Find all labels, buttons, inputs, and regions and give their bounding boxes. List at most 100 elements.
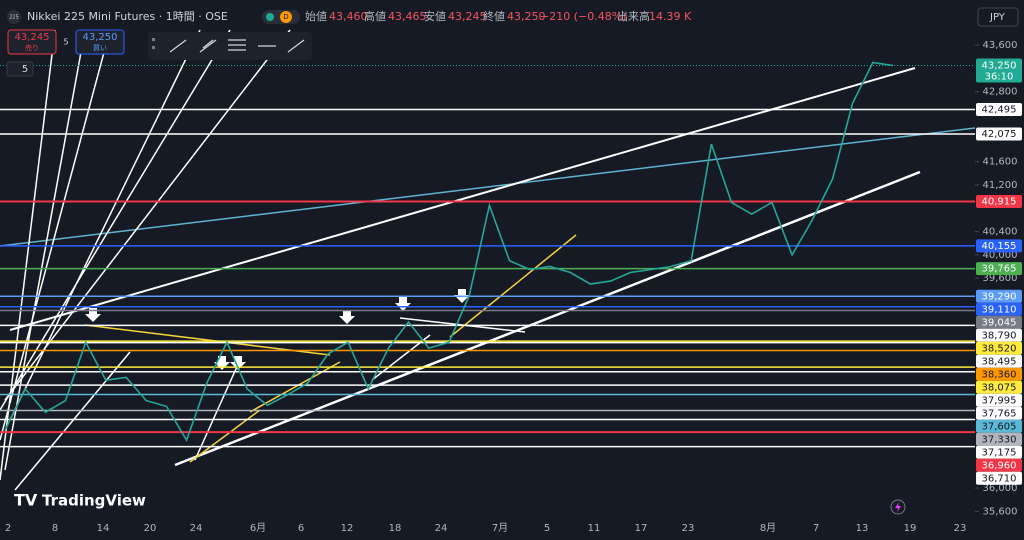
- buy-button[interactable]: [75, 29, 125, 55]
- level-label-bg: [976, 195, 1022, 209]
- x-tick-label: 18: [389, 523, 402, 534]
- y-tick-label: 41,200: [983, 180, 1018, 191]
- level-label-bg: [976, 419, 1022, 433]
- x-tick-label: 14: [97, 523, 110, 534]
- y-tick-label: 40,000: [983, 250, 1018, 261]
- toolbar-icons: [152, 38, 305, 53]
- ohlc-label: 始値: [305, 9, 327, 23]
- y-tick-label: 42,800: [983, 87, 1018, 98]
- ohlc-value: 43,250: [507, 10, 546, 23]
- ohlc-label: 高値: [364, 9, 386, 23]
- level-label: 37,175: [982, 447, 1017, 458]
- x-tick-label: 7: [813, 523, 819, 534]
- y-tick-label: 36,000: [983, 483, 1018, 494]
- x-tick-label: 8: [52, 523, 58, 534]
- symbol-title[interactable]: Nikkei 225 Mini Futures · 1時間 · OSE: [27, 10, 228, 23]
- logo: TradingView: [42, 492, 146, 510]
- level-label: 37,995: [982, 395, 1017, 406]
- ohlc-value: 43,245: [448, 10, 487, 23]
- level-label: 37,765: [982, 408, 1017, 419]
- level-label-bg: [976, 458, 1022, 472]
- sell-price: 43,245: [15, 32, 50, 43]
- level-label-bg: [976, 354, 1022, 368]
- plot: [0, 61, 975, 448]
- x-tick-label: 8月: [760, 522, 776, 534]
- y-tick-label: 41,600: [983, 157, 1018, 168]
- last-price-label: 43,250: [982, 60, 1017, 71]
- indicator-count: 5: [22, 64, 28, 75]
- y-tick-label: 35,600: [983, 506, 1018, 517]
- level-label-bg: [976, 393, 1022, 407]
- x-tick-label: 13: [856, 523, 869, 534]
- level-label: 38,075: [982, 382, 1017, 393]
- alert-bolt: [895, 502, 901, 512]
- indicator-toggle[interactable]: [6, 61, 34, 77]
- level-label-bg: [976, 289, 1022, 303]
- level-label: 40,155: [982, 241, 1017, 252]
- level-label: 38,520: [982, 343, 1017, 354]
- level-label: 42,495: [982, 104, 1017, 115]
- x-tick-label: 23: [682, 523, 695, 534]
- status-badge: [280, 11, 292, 23]
- x-tick-label: 6月: [250, 522, 266, 534]
- x-tick-label: 20: [144, 523, 157, 534]
- x-tick-label: 2: [5, 523, 11, 534]
- x-tick-label: 17: [635, 523, 648, 534]
- status-dot: [266, 13, 274, 21]
- level-label-bg: [976, 239, 1022, 253]
- level-label-bg: [976, 432, 1022, 446]
- symbol-badge: 225: [9, 15, 19, 21]
- change: −210 (−0.48%): [540, 10, 626, 23]
- level-label-bg: [976, 262, 1022, 276]
- drawing-toolbar[interactable]: [148, 32, 312, 60]
- alert-icon[interactable]: [890, 499, 906, 515]
- level-label: 39,290: [982, 291, 1017, 302]
- level-label: 38,360: [982, 369, 1017, 380]
- level-label-bg: [976, 406, 1022, 420]
- level-label: 38,495: [982, 356, 1017, 367]
- sell-button[interactable]: [7, 29, 57, 55]
- x-tick-label: 7月: [492, 522, 508, 534]
- buy-price: 43,250: [83, 32, 118, 43]
- currency-button[interactable]: [977, 7, 1019, 27]
- y-tick-label: 39,600: [983, 273, 1018, 284]
- level-label-bg: [976, 341, 1022, 355]
- level-label-bg: [976, 380, 1022, 394]
- level-label-bg: [976, 328, 1022, 342]
- level-label-bg: [976, 315, 1022, 329]
- volume-label: 出来高: [617, 9, 650, 23]
- level-label-bg: [976, 127, 1022, 141]
- level-label: 37,330: [982, 434, 1017, 445]
- x-tick-label: 24: [435, 523, 448, 534]
- sell-label: 売り: [25, 43, 39, 52]
- level-label-bg: [976, 367, 1022, 381]
- buy-label: 買い: [93, 44, 107, 52]
- x-tick-label: 19: [904, 523, 917, 534]
- symbol-badge-bg: [7, 10, 21, 24]
- y-tick-label: 43,600: [983, 40, 1018, 51]
- x-tick-label: 24: [190, 523, 203, 534]
- ohlc-label: 安値: [424, 9, 446, 23]
- level-label: 42,075: [982, 129, 1017, 140]
- volume: 14.39 K: [649, 10, 692, 23]
- status: D: [283, 13, 288, 21]
- level-label-bg: [976, 445, 1022, 459]
- level-label-bg: [976, 302, 1022, 316]
- level-label: 39,110: [982, 304, 1017, 315]
- level-label: 36,960: [982, 460, 1017, 471]
- level-label-bg: [976, 471, 1022, 485]
- axis-layer: 43,600 42,800 41,600 41,200 40,400 40,000 39,6…: [5, 40, 1022, 534]
- y-tick-label: 40,400: [983, 227, 1018, 238]
- level-label: 36,710: [982, 473, 1017, 484]
- level-label: 40,915: [982, 197, 1017, 208]
- ohlc-value: 43,465: [388, 10, 427, 23]
- logo-mark: 𝗧𝗩: [14, 491, 38, 510]
- spread: 5: [63, 38, 68, 47]
- x-tick-label: 6: [298, 523, 304, 534]
- countdown: 36:10: [985, 71, 1014, 82]
- currency: JPY: [989, 12, 1006, 23]
- level-label-bg: [976, 102, 1022, 116]
- ohlc-label: 終値: [483, 9, 505, 23]
- x-tick-label: 23: [954, 523, 967, 534]
